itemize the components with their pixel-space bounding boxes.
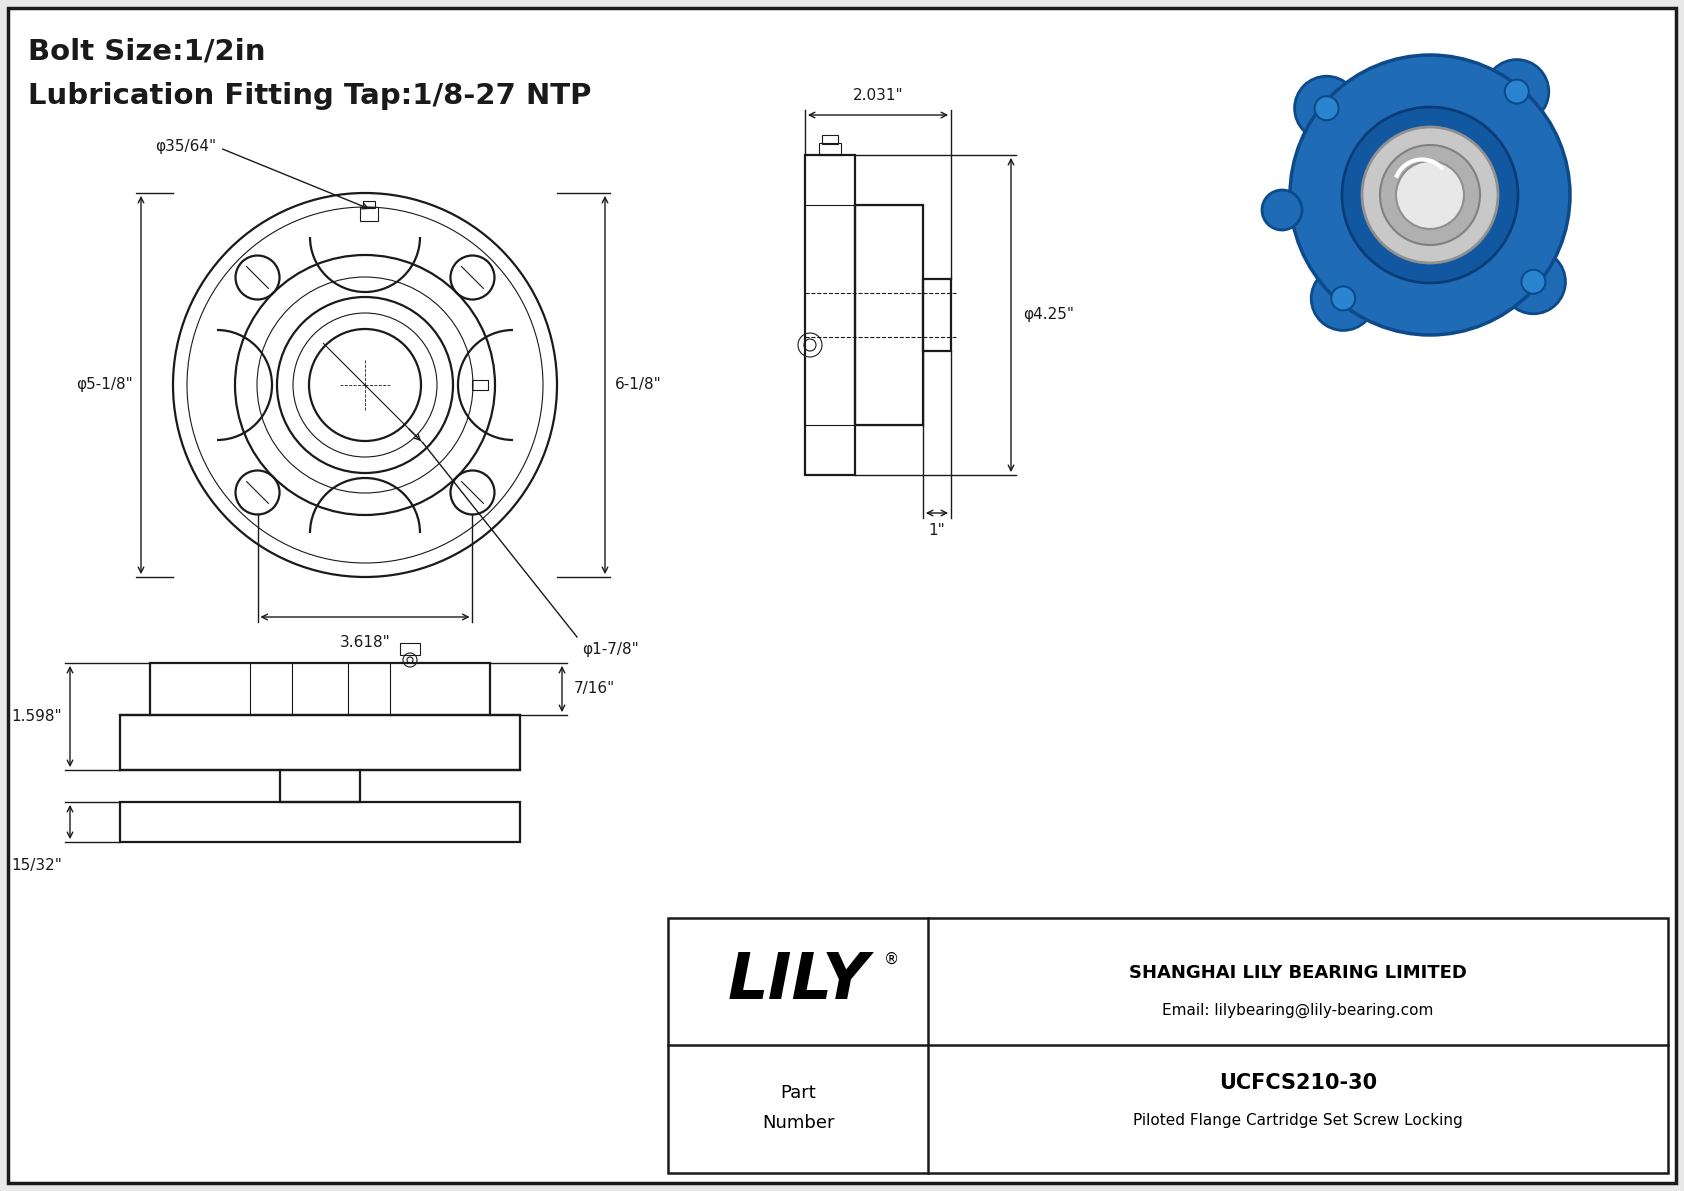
Bar xyxy=(120,715,520,771)
Text: φ4.25": φ4.25" xyxy=(1022,307,1074,323)
Circle shape xyxy=(1290,55,1569,335)
Text: φ35/64": φ35/64" xyxy=(155,139,216,155)
Circle shape xyxy=(1521,270,1546,294)
Text: φ1-7/8": φ1-7/8" xyxy=(583,642,638,657)
Text: 3.618": 3.618" xyxy=(340,635,391,650)
Text: 7/16": 7/16" xyxy=(574,681,615,697)
Text: Lubrication Fitting Tap:1/8-27 NTP: Lubrication Fitting Tap:1/8-27 NTP xyxy=(29,82,591,110)
Bar xyxy=(401,643,419,655)
Circle shape xyxy=(1261,191,1302,230)
Circle shape xyxy=(1396,161,1463,229)
Bar xyxy=(855,205,923,425)
Text: SHANGHAI LILY BEARING LIMITED: SHANGHAI LILY BEARING LIMITED xyxy=(1128,964,1467,983)
Text: 15/32": 15/32" xyxy=(12,858,62,873)
Bar xyxy=(364,201,376,208)
Bar xyxy=(805,155,855,475)
Circle shape xyxy=(1312,267,1376,330)
Text: Bolt Size:1/2in: Bolt Size:1/2in xyxy=(29,38,266,66)
Bar xyxy=(822,135,839,144)
Bar xyxy=(669,918,1667,1173)
Text: 2.031": 2.031" xyxy=(852,88,903,102)
Bar xyxy=(280,771,360,802)
Text: Part
Number: Part Number xyxy=(761,1084,834,1131)
Text: Piloted Flange Cartridge Set Screw Locking: Piloted Flange Cartridge Set Screw Locki… xyxy=(1133,1112,1463,1128)
Circle shape xyxy=(1362,127,1499,263)
Text: 6-1/8": 6-1/8" xyxy=(615,378,662,393)
Text: φ5-1/8": φ5-1/8" xyxy=(76,378,133,393)
Bar xyxy=(120,802,520,842)
Circle shape xyxy=(1485,60,1549,124)
Bar xyxy=(360,207,377,222)
Circle shape xyxy=(1502,250,1566,313)
Circle shape xyxy=(1379,145,1480,245)
Circle shape xyxy=(1342,107,1517,283)
Text: Email: lilybearing@lily-bearing.com: Email: lilybearing@lily-bearing.com xyxy=(1162,1003,1433,1017)
Text: LILY: LILY xyxy=(727,950,869,1012)
Text: 1.598": 1.598" xyxy=(12,709,62,724)
Bar xyxy=(923,279,951,351)
Text: UCFCS210-30: UCFCS210-30 xyxy=(1219,1073,1378,1093)
Circle shape xyxy=(1315,96,1339,120)
Circle shape xyxy=(1295,76,1359,141)
Bar xyxy=(472,380,488,389)
Circle shape xyxy=(1505,80,1529,104)
Text: ®: ® xyxy=(884,952,899,967)
Circle shape xyxy=(1332,286,1356,311)
Text: 1": 1" xyxy=(928,523,945,538)
Bar xyxy=(150,663,490,715)
Bar xyxy=(818,143,840,155)
